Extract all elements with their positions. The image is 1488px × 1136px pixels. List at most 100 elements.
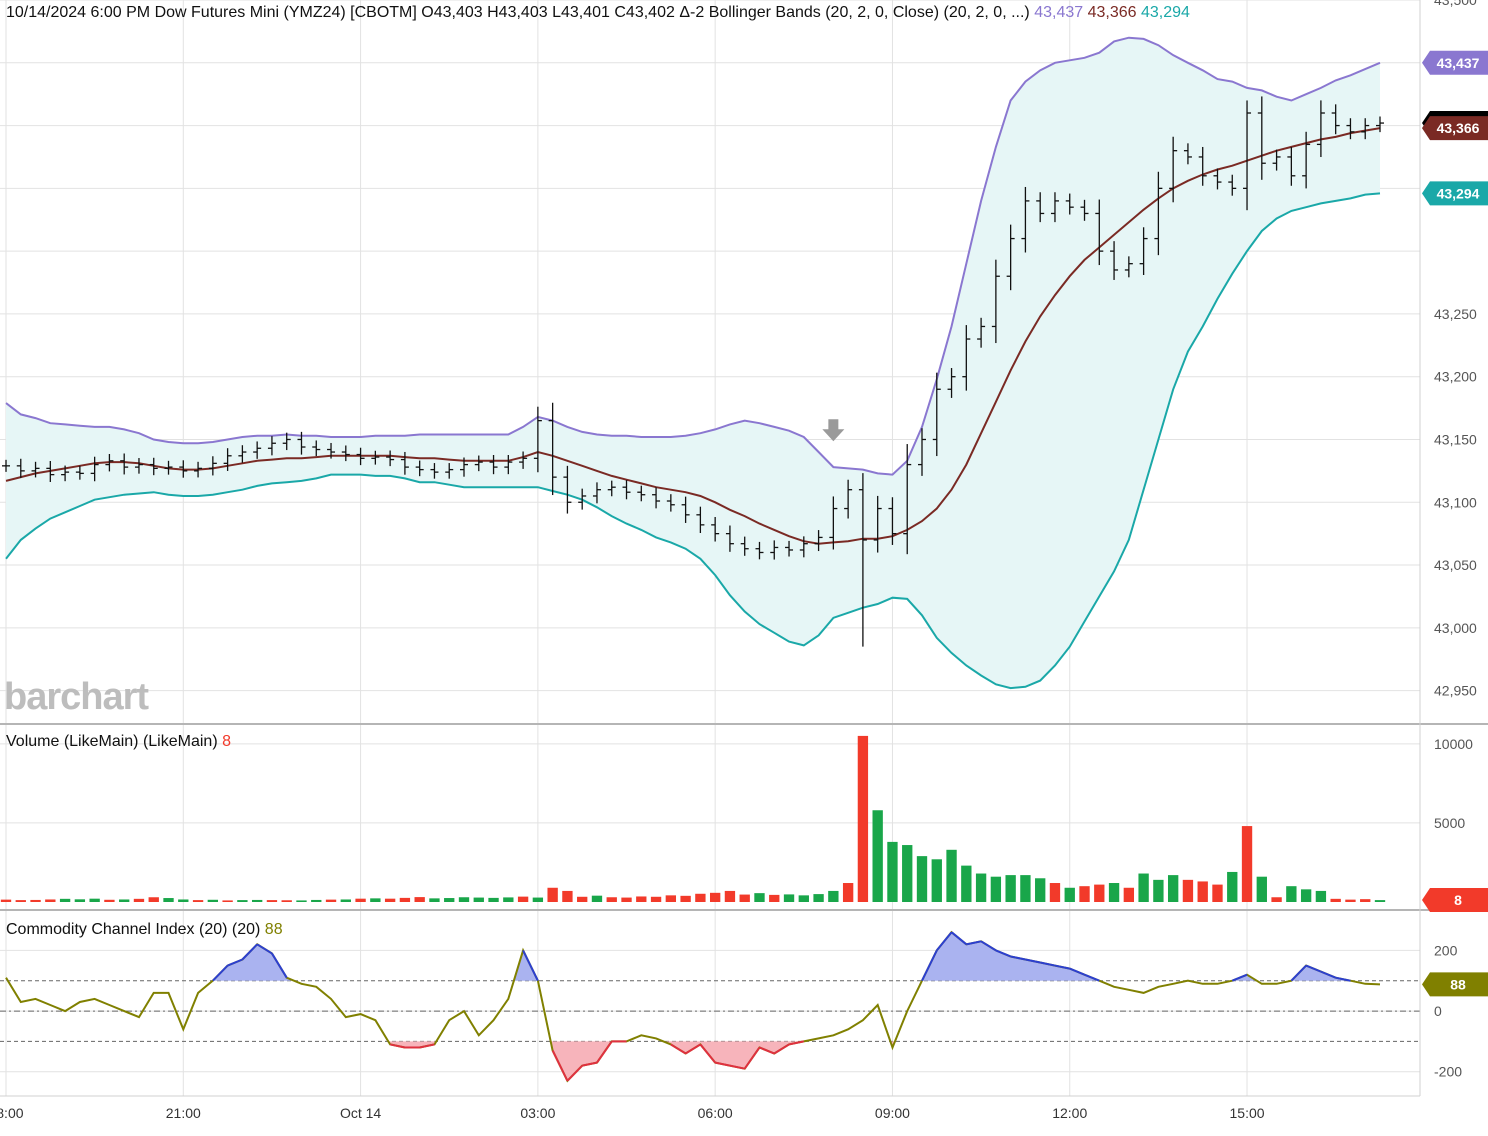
ohlc-bar[interactable]	[1257, 96, 1266, 180]
volume-bar[interactable]	[178, 899, 189, 902]
volume-bar[interactable]	[887, 841, 898, 902]
volume-bar[interactable]	[1108, 883, 1120, 902]
volume-bar[interactable]	[1271, 897, 1282, 902]
volume-bar[interactable]	[1094, 884, 1105, 902]
volume-bar[interactable]	[769, 894, 780, 902]
volume-bar[interactable]	[370, 898, 381, 902]
volume-bar[interactable]	[355, 898, 366, 902]
ohlc-bar[interactable]	[696, 506, 705, 533]
ohlc-bar[interactable]	[711, 516, 720, 542]
ohlc-bar[interactable]	[1183, 143, 1192, 165]
ohlc-bar[interactable]	[903, 444, 912, 555]
volume-bar[interactable]	[577, 896, 588, 902]
ohlc-bar[interactable]	[297, 431, 306, 455]
ohlc-bar[interactable]	[622, 480, 631, 500]
ohlc-bar[interactable]	[607, 480, 616, 497]
volume-bar[interactable]	[340, 899, 351, 902]
volume-bar[interactable]	[1167, 875, 1179, 902]
volume-bar[interactable]	[1079, 886, 1090, 902]
ohlc-bar[interactable]	[2, 459, 10, 472]
volume-bar[interactable]	[872, 810, 883, 902]
volume-bar[interactable]	[414, 897, 425, 902]
cci-panel[interactable]	[0, 930, 1420, 1083]
volume-bar[interactable]	[739, 894, 750, 902]
volume-bar[interactable]	[473, 897, 484, 902]
volume-bar[interactable]	[296, 900, 307, 902]
ohlc-bar[interactable]	[194, 461, 203, 478]
ohlc-bar[interactable]	[637, 485, 646, 502]
lower-band-line[interactable]	[5, 192, 1381, 690]
ohlc-bar[interactable]	[1287, 146, 1296, 186]
ohlc-bar[interactable]	[149, 457, 158, 476]
volume-bar[interactable]	[680, 895, 691, 902]
ohlc-bar[interactable]	[1110, 241, 1119, 280]
volume-bar[interactable]	[813, 894, 824, 902]
volume-bar[interactable]	[1345, 899, 1356, 902]
ohlc-bar[interactable]	[179, 460, 188, 478]
volume-bar[interactable]	[104, 899, 115, 902]
ohlc-bar[interactable]	[75, 465, 84, 480]
ohlc-bar[interactable]	[563, 465, 572, 514]
volume-bar[interactable]	[192, 900, 204, 902]
ohlc-bar[interactable]	[755, 541, 764, 560]
ohlc-bar[interactable]	[725, 525, 734, 552]
ohlc-bar[interactable]	[829, 496, 838, 550]
ohlc-bar[interactable]	[1095, 199, 1104, 266]
ohlc-bar[interactable]	[474, 455, 483, 472]
volume-bar[interactable]	[828, 890, 839, 902]
volume-panel[interactable]	[0, 735, 1386, 902]
price-panel[interactable]	[2, 36, 1384, 690]
ohlc-bar[interactable]	[1006, 224, 1015, 291]
ohlc-bar[interactable]	[1080, 199, 1089, 221]
ohlc-bar[interactable]	[592, 482, 601, 504]
volume-bar[interactable]	[931, 859, 942, 902]
volume-bar[interactable]	[857, 735, 869, 902]
volume-bar[interactable]	[59, 898, 71, 902]
ohlc-bar[interactable]	[267, 436, 276, 456]
ohlc-bar[interactable]	[223, 448, 232, 471]
ohlc-bar[interactable]	[90, 456, 99, 482]
volume-bar[interactable]	[503, 897, 514, 902]
ohlc-bar[interactable]	[208, 456, 217, 476]
volume-bar[interactable]	[606, 897, 617, 902]
ohlc-bar[interactable]	[932, 372, 941, 457]
volume-bar[interactable]	[591, 895, 603, 902]
volume-bar[interactable]	[562, 890, 573, 902]
ohlc-bar[interactable]	[460, 457, 468, 477]
ohlc-bar[interactable]	[31, 461, 40, 478]
volume-bar[interactable]	[1197, 881, 1208, 902]
ohlc-bar[interactable]	[1169, 136, 1178, 203]
volume-bar[interactable]	[1330, 898, 1341, 902]
volume-bar[interactable]	[89, 898, 100, 902]
volume-bar[interactable]	[1300, 889, 1312, 902]
volume-bar[interactable]	[30, 899, 41, 902]
volume-bar[interactable]	[1227, 871, 1238, 902]
volume-bar[interactable]	[399, 897, 411, 902]
volume-bar[interactable]	[517, 896, 529, 902]
ohlc-bar[interactable]	[164, 460, 173, 475]
volume-bar[interactable]	[1182, 879, 1194, 902]
volume-bar[interactable]	[251, 899, 263, 902]
volume-bar[interactable]	[621, 897, 632, 902]
volume-bar[interactable]	[384, 898, 396, 902]
volume-bar[interactable]	[650, 896, 662, 902]
ohlc-bar[interactable]	[282, 432, 291, 451]
volume-bar[interactable]	[695, 893, 706, 902]
ohlc-bar[interactable]	[1376, 116, 1384, 133]
ohlc-bar[interactable]	[1302, 131, 1311, 189]
ohlc-bar[interactable]	[977, 317, 986, 348]
ohlc-bar[interactable]	[356, 447, 365, 466]
ohlc-bar[interactable]	[1065, 193, 1074, 215]
volume-bar[interactable]	[1005, 875, 1016, 902]
ohlc-bar[interactable]	[1331, 104, 1340, 135]
ohlc-bar[interactable]	[1213, 168, 1222, 190]
volume-bar[interactable]	[281, 900, 292, 902]
ohlc-bar[interactable]	[947, 368, 956, 398]
volume-bar[interactable]	[45, 899, 56, 902]
ohlc-bar[interactable]	[1050, 192, 1059, 223]
ohlc-bar[interactable]	[1228, 174, 1237, 196]
ohlc-bar[interactable]	[1139, 227, 1148, 275]
volume-bar[interactable]	[842, 883, 854, 902]
volume-bar[interactable]	[754, 893, 765, 902]
